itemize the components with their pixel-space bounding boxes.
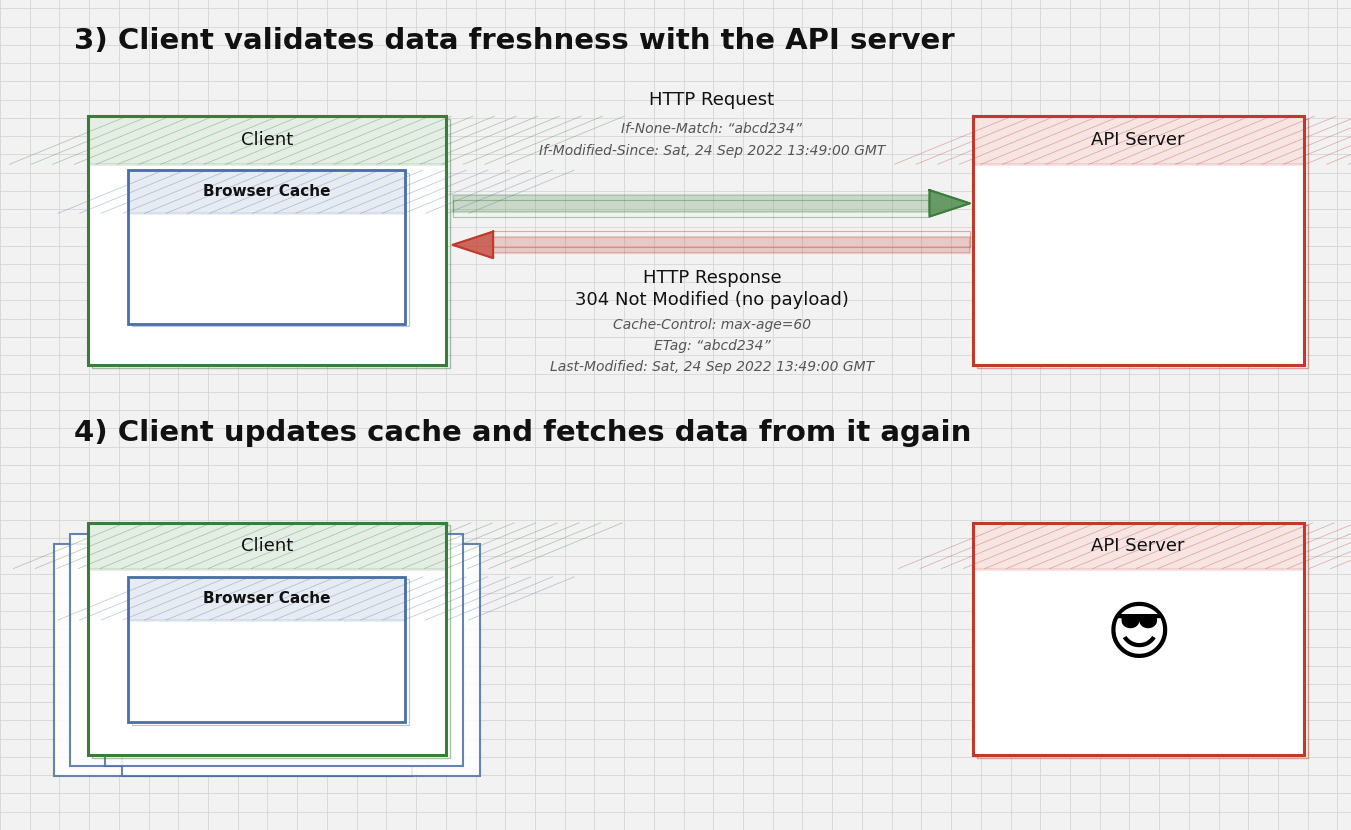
Text: Cache-Control: max-age=60: Cache-Control: max-age=60 (613, 319, 811, 332)
Bar (453, 200, 929, 217)
Bar (973, 523, 1304, 569)
Text: Last-Modified: Sat, 24 Sep 2022 13:49:00 GMT: Last-Modified: Sat, 24 Sep 2022 13:49:00… (550, 360, 874, 374)
Polygon shape (453, 232, 493, 258)
Bar (88, 116, 446, 164)
Bar (977, 119, 1308, 368)
Bar (132, 579, 409, 725)
Text: Client: Client (240, 537, 293, 554)
Bar (973, 523, 1304, 755)
Text: 304 Not Modified (no payload): 304 Not Modified (no payload) (576, 291, 848, 310)
Bar (88, 523, 446, 755)
Bar (128, 577, 405, 722)
Bar (493, 237, 970, 253)
Polygon shape (929, 190, 970, 217)
Text: ETag: “abcd234”: ETag: “abcd234” (654, 339, 770, 353)
Text: HTTP Request: HTTP Request (650, 90, 774, 109)
Text: 4) Client updates cache and fetches data from it again: 4) Client updates cache and fetches data… (74, 419, 971, 447)
Text: 😎: 😎 (1105, 604, 1173, 666)
Bar (88, 116, 446, 365)
Text: 3) Client validates data freshness with the API server: 3) Client validates data freshness with … (74, 27, 955, 55)
Bar (453, 195, 929, 212)
Text: Browser Cache: Browser Cache (203, 184, 331, 199)
Bar (128, 170, 405, 213)
Text: Client: Client (240, 131, 293, 149)
Bar (92, 525, 450, 758)
Bar (70, 534, 428, 766)
Bar (54, 544, 412, 776)
Bar (128, 577, 405, 620)
Text: If-None-Match: “abcd234”: If-None-Match: “abcd234” (621, 122, 802, 135)
Bar (977, 525, 1308, 758)
Bar (92, 119, 450, 368)
Text: If-Modified-Since: Sat, 24 Sep 2022 13:49:00 GMT: If-Modified-Since: Sat, 24 Sep 2022 13:4… (539, 144, 885, 158)
Text: Browser Cache: Browser Cache (203, 591, 331, 606)
Bar (88, 523, 446, 569)
Bar (973, 116, 1304, 164)
Bar (128, 170, 405, 324)
Bar (973, 116, 1304, 365)
Text: API Server: API Server (1092, 537, 1185, 554)
Bar (105, 534, 463, 766)
Bar (132, 173, 409, 326)
Text: API Server: API Server (1092, 131, 1185, 149)
Bar (493, 231, 970, 247)
Bar (122, 544, 480, 776)
Text: HTTP Response: HTTP Response (643, 269, 781, 287)
